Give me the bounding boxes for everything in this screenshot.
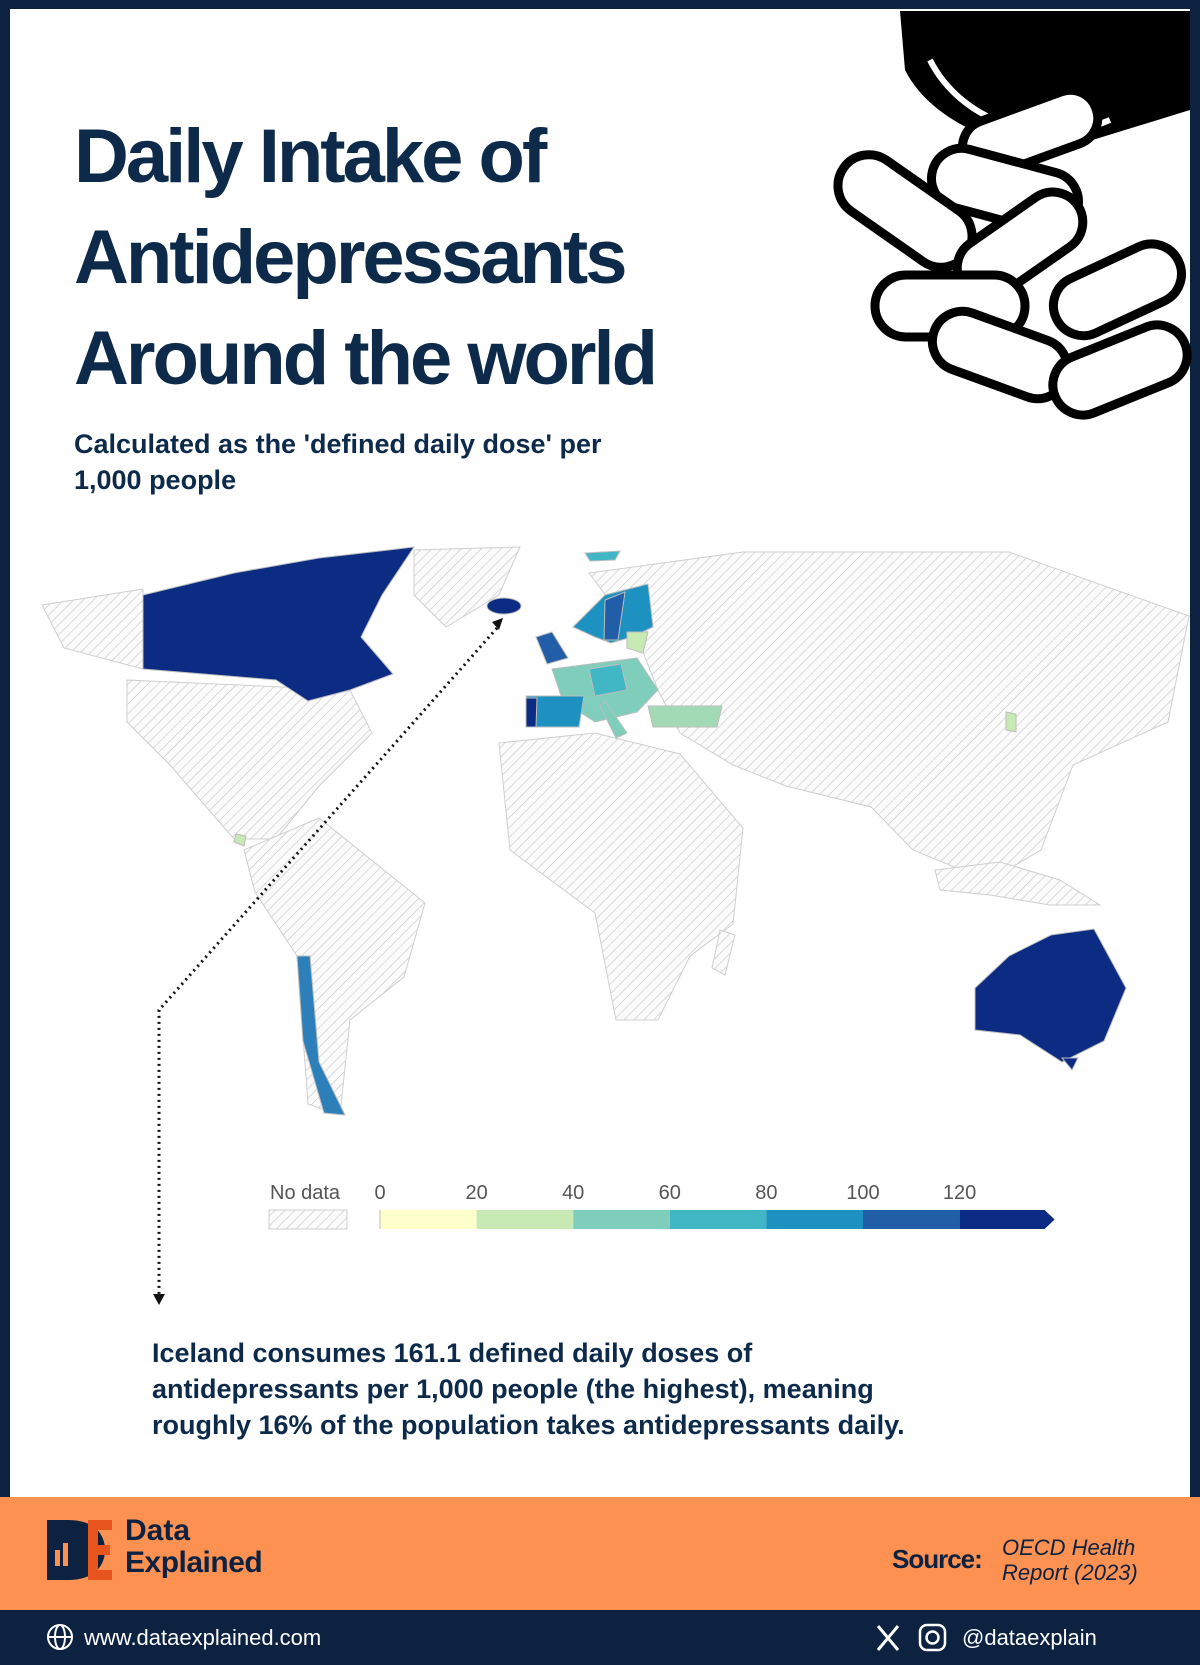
country-canada: [142, 546, 416, 702]
country-nodata: [243, 817, 426, 1116]
title-line: Daily Intake of: [74, 114, 548, 199]
pill-illustration: [833, 11, 1192, 420]
x-icon: [876, 1625, 900, 1651]
annotation-line: roughly 16% of the population takes anti…: [152, 1410, 905, 1440]
legend-nodata-label: No data: [270, 1182, 341, 1204]
legend-swatch: [863, 1210, 960, 1229]
country-chile: [296, 955, 346, 1116]
legend: No data 0 20 40 60 80 100 120: [268, 1182, 1055, 1230]
country-tasmania: [1060, 1057, 1079, 1071]
country-germany: [588, 663, 628, 697]
legend-swatch: [380, 1210, 477, 1229]
brand-line: Explained: [125, 1546, 262, 1579]
country-nodata: [934, 861, 1102, 906]
country-korea: [1005, 711, 1017, 733]
country-iceland: [486, 597, 522, 615]
website: www.dataexplained.com: [83, 1625, 321, 1650]
legend-swatch: [669, 1210, 767, 1229]
legend-tick-label: 80: [755, 1182, 777, 1204]
pointer-arrow: [153, 618, 503, 1305]
country-poland: [626, 631, 649, 654]
country-svalbard: [584, 550, 621, 562]
legend-nodata-swatch: [268, 1209, 348, 1230]
annotation-line: Iceland consumes 161.1 defined daily dos…: [152, 1338, 753, 1368]
handle: @dataexplain: [962, 1625, 1097, 1650]
country-portugal: [525, 697, 538, 728]
country-costa-rica: [233, 833, 247, 847]
source-line: Report (2023): [1002, 1560, 1138, 1585]
instagram-icon: [918, 1623, 947, 1652]
country-turkey: [647, 705, 723, 728]
country-nodata: [413, 546, 521, 628]
country-uk: [535, 631, 569, 665]
annotation-line: antidepressants per 1,000 people (the hi…: [152, 1374, 874, 1404]
legend-tick-label: 0: [374, 1182, 385, 1204]
title-line: Around the world: [74, 316, 655, 401]
country-australia: [974, 928, 1127, 1063]
world-map: [41, 546, 1190, 1116]
legend-tick-label: 60: [659, 1182, 681, 1204]
subtitle-line: 1,000 people: [74, 465, 236, 495]
brand-line: Data: [125, 1514, 190, 1547]
source-line: OECD Health: [1002, 1535, 1135, 1560]
source-label: Source:: [892, 1544, 982, 1574]
subtitle-line: Calculated as the 'defined daily dose' p…: [74, 429, 602, 459]
title-line: Antidepressants: [74, 215, 625, 300]
legend-swatch: [766, 1210, 863, 1229]
legend-tick-label: 100: [846, 1182, 879, 1204]
logo: [47, 1520, 112, 1580]
legend-swatch: [476, 1210, 574, 1229]
legend-swatch: [959, 1210, 1055, 1229]
footer-band: [0, 1497, 1200, 1610]
globe-icon: [47, 1624, 73, 1650]
legend-tick-label: 120: [943, 1182, 976, 1204]
country-nodata: [711, 929, 736, 976]
legend-tick-label: 40: [562, 1182, 584, 1204]
country-sweden: [603, 591, 626, 641]
country-italy: [599, 700, 628, 739]
legend-swatch: [573, 1210, 670, 1229]
country-nodata: [498, 732, 744, 1021]
legend-tick-label: 20: [465, 1182, 487, 1204]
